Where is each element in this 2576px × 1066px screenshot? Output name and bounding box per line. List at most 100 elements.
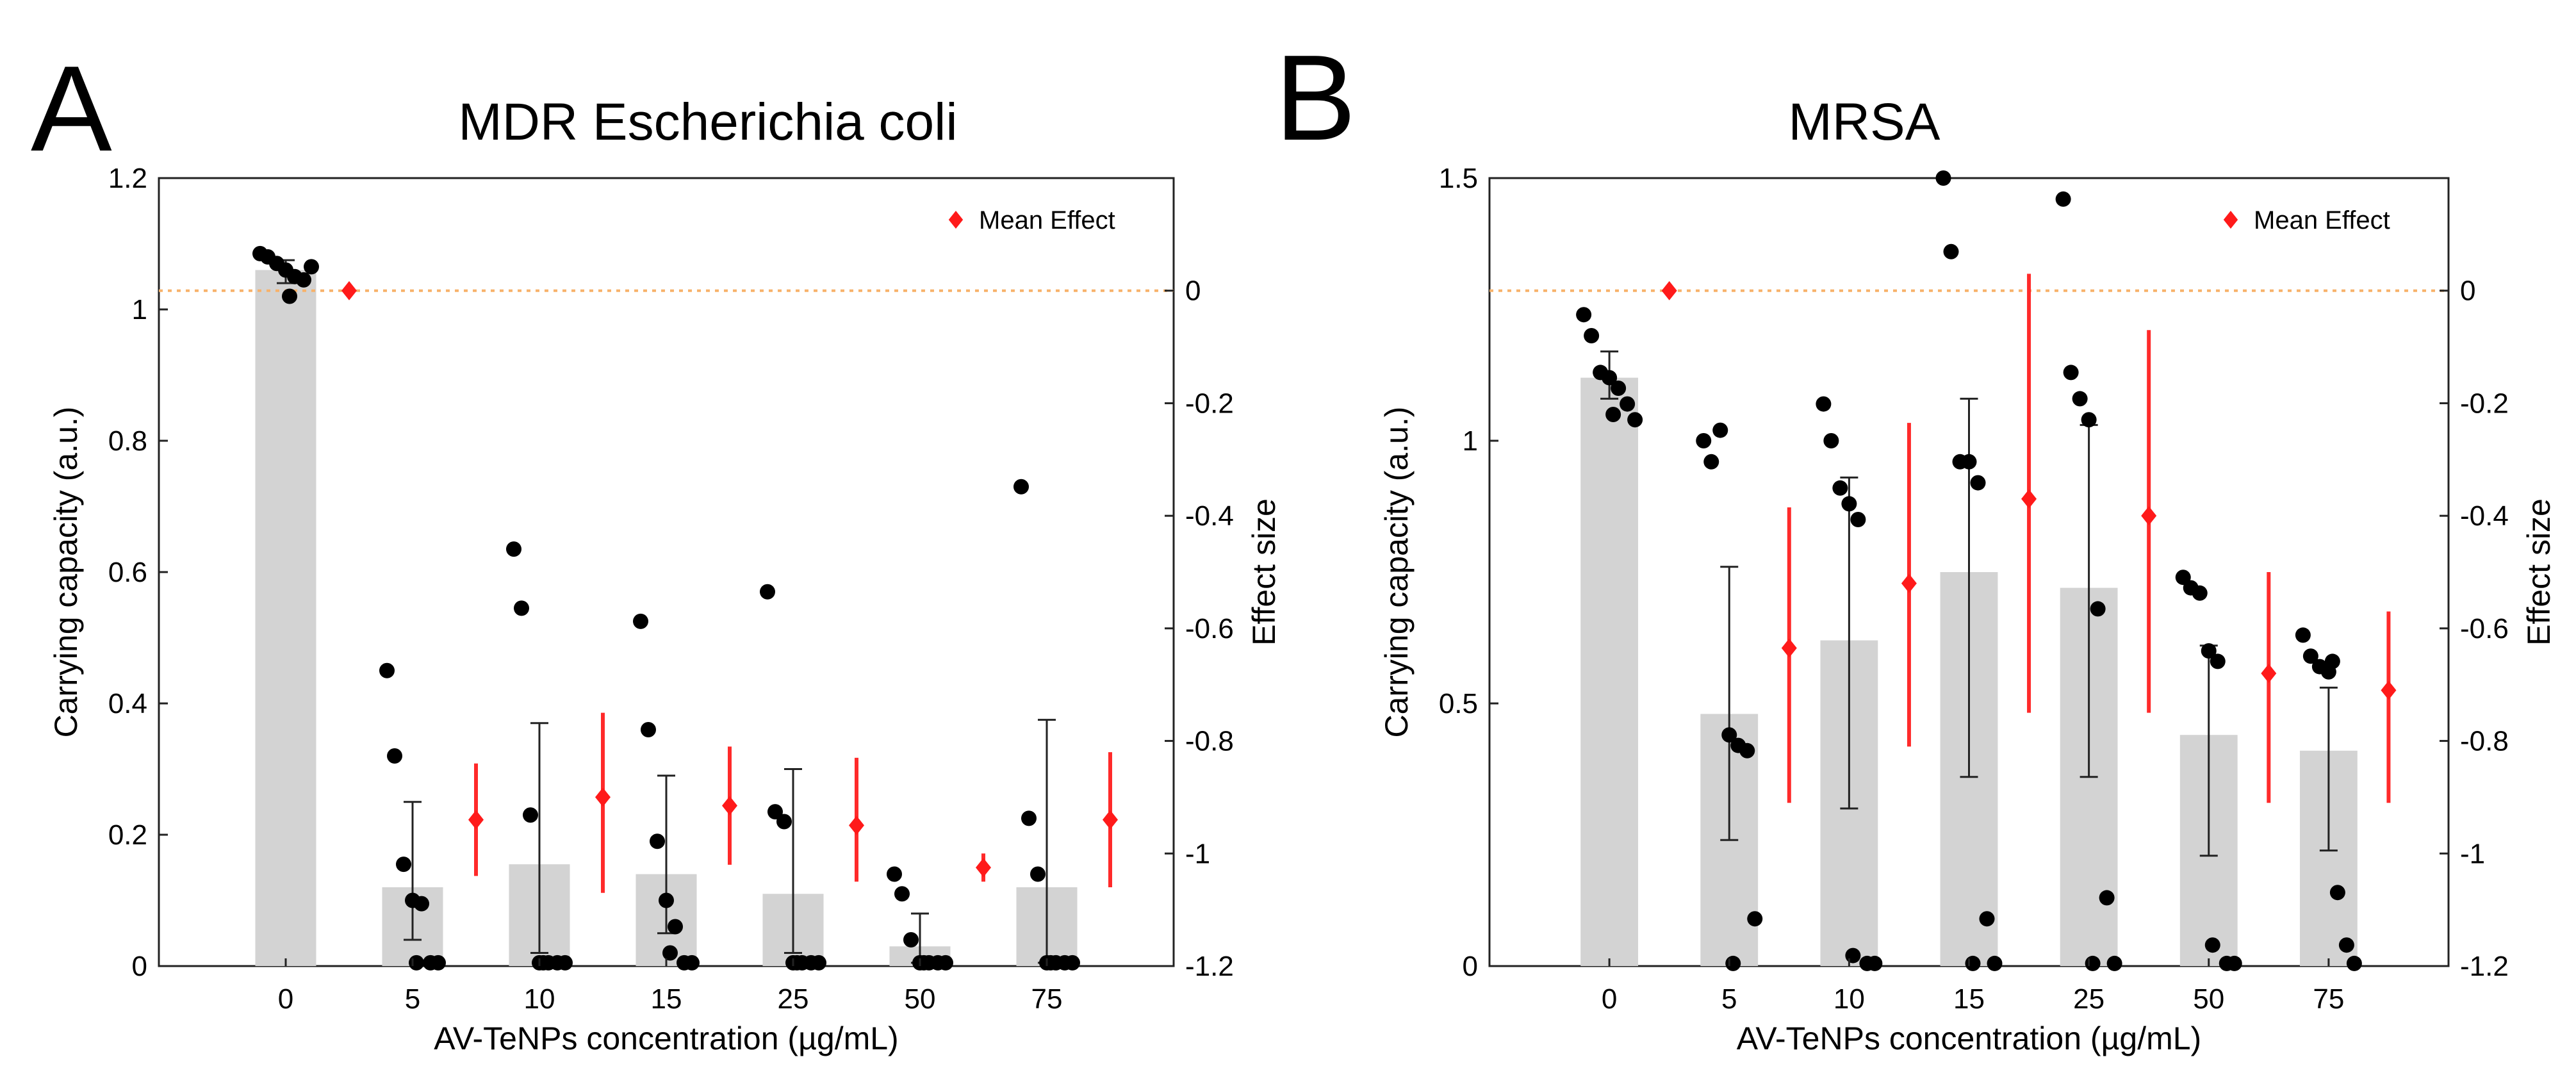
data-point bbox=[2210, 653, 2226, 669]
data-point bbox=[2201, 643, 2217, 659]
data-point bbox=[536, 955, 551, 971]
data-point bbox=[414, 896, 429, 912]
x-tick-label: 75 bbox=[2313, 983, 2344, 1015]
y2-tick-label: -1 bbox=[1185, 838, 1210, 869]
data-point bbox=[2302, 648, 2318, 664]
y2-tick-label: -0.6 bbox=[1185, 613, 1234, 644]
y2-tick-label: -1.2 bbox=[1185, 951, 1234, 982]
bar bbox=[1580, 377, 1639, 966]
data-point bbox=[776, 814, 792, 830]
data-point bbox=[2085, 955, 2101, 971]
data-point bbox=[1696, 433, 1712, 448]
data-point bbox=[2338, 937, 2354, 953]
mean-effect-marker bbox=[976, 858, 991, 878]
data-point bbox=[1013, 479, 1029, 495]
y-tick-label: 0.5 bbox=[1439, 688, 1478, 719]
data-point bbox=[1576, 307, 1592, 323]
y-tick-label: 0.8 bbox=[108, 425, 147, 457]
data-point bbox=[304, 259, 319, 275]
x-tick-label: 0 bbox=[278, 983, 293, 1015]
data-point bbox=[1823, 433, 1839, 448]
mean-effect-marker bbox=[595, 787, 611, 807]
x-tick-label: 5 bbox=[405, 983, 420, 1015]
mean-effect-marker bbox=[2261, 664, 2277, 684]
data-point bbox=[916, 955, 931, 971]
data-point bbox=[557, 955, 573, 971]
x-tick-label: 0 bbox=[1602, 983, 1617, 1015]
x-tick-label: 15 bbox=[1953, 983, 1985, 1015]
y-axis-label: Carrying capacity (a.u.) bbox=[48, 407, 84, 738]
data-point bbox=[2226, 955, 2242, 971]
data-point bbox=[1725, 955, 1741, 971]
data-point bbox=[903, 932, 919, 947]
y-tick-label: 0.4 bbox=[108, 688, 147, 719]
data-point bbox=[1970, 475, 1986, 491]
y2-tick-label: -1 bbox=[2460, 838, 2485, 869]
data-point bbox=[1739, 742, 1755, 758]
mean-effect-marker bbox=[468, 810, 484, 830]
data-point bbox=[2175, 570, 2191, 586]
data-point bbox=[1867, 955, 1883, 971]
data-point bbox=[659, 892, 674, 908]
mean-effect-marker bbox=[2141, 506, 2157, 526]
x-tick-label: 75 bbox=[1031, 983, 1063, 1015]
data-point bbox=[650, 833, 665, 849]
data-point bbox=[1703, 454, 1719, 470]
data-point bbox=[811, 955, 826, 971]
data-point bbox=[387, 748, 402, 764]
mean-effect-marker bbox=[341, 281, 357, 300]
data-point bbox=[2055, 191, 2071, 207]
data-point bbox=[887, 866, 902, 882]
x-tick-label: 25 bbox=[778, 983, 809, 1015]
data-point bbox=[514, 600, 529, 616]
data-point bbox=[2106, 955, 2122, 971]
mean-effect-marker bbox=[1781, 638, 1797, 658]
data-point bbox=[894, 886, 910, 902]
data-point bbox=[662, 945, 678, 961]
x-tick-label: 50 bbox=[2193, 983, 2224, 1015]
legend-marker bbox=[2223, 211, 2238, 229]
chart-title: MDR Escherichia coli bbox=[458, 93, 957, 151]
y-tick-label: 1.5 bbox=[1439, 163, 1478, 194]
data-point bbox=[1021, 810, 1037, 826]
data-point bbox=[1602, 370, 1618, 386]
x-axis-label: AV-TeNPs concentration (µg/mL) bbox=[434, 1021, 898, 1056]
data-point bbox=[1627, 412, 1643, 428]
data-point bbox=[1832, 480, 1848, 496]
data-point bbox=[1721, 727, 1737, 743]
data-point bbox=[684, 955, 700, 971]
data-point bbox=[2295, 627, 2311, 643]
data-point bbox=[2063, 365, 2079, 381]
data-point bbox=[2324, 653, 2340, 669]
mean-effect-marker bbox=[1661, 281, 1677, 300]
x-tick-label: 10 bbox=[524, 983, 555, 1015]
data-point bbox=[789, 955, 805, 971]
data-point bbox=[1043, 955, 1058, 971]
data-point bbox=[760, 584, 775, 600]
data-point bbox=[1030, 866, 1046, 882]
mean-effect-marker bbox=[1901, 573, 1917, 593]
y2-tick-label: -0.8 bbox=[1185, 726, 1234, 757]
x-tick-label: 50 bbox=[905, 983, 936, 1015]
data-point bbox=[1065, 955, 1080, 971]
data-point bbox=[1987, 955, 2003, 971]
y2-tick-label: 0 bbox=[2460, 275, 2475, 307]
data-point bbox=[1605, 407, 1621, 422]
y2-tick-label: -0.4 bbox=[2460, 500, 2509, 532]
data-point bbox=[431, 955, 446, 971]
x-tick-label: 10 bbox=[1834, 983, 1865, 1015]
data-point bbox=[2192, 585, 2208, 601]
y-tick-label: 0.2 bbox=[108, 819, 147, 851]
panel-b: B MRSA 0 0.5 1 1.5 0 -0.2 -0.4 -0.6 -0.8 -1 -1.2 0 5 10… bbox=[1275, 30, 2557, 1056]
y-axis-label: Carrying capacity (a.u.) bbox=[1379, 407, 1415, 738]
data-point bbox=[1747, 911, 1763, 927]
y2-tick-label: -0.2 bbox=[1185, 388, 1234, 419]
x-axis-label: AV-TeNPs concentration (µg/mL) bbox=[1737, 1021, 2201, 1056]
data-point bbox=[296, 272, 311, 288]
x-tick-label: 5 bbox=[1721, 983, 1737, 1015]
mean-effect-marker bbox=[2021, 489, 2037, 509]
data-point bbox=[1943, 243, 1959, 259]
data-point bbox=[379, 662, 395, 678]
y-tick-label: 1 bbox=[1463, 425, 1478, 457]
